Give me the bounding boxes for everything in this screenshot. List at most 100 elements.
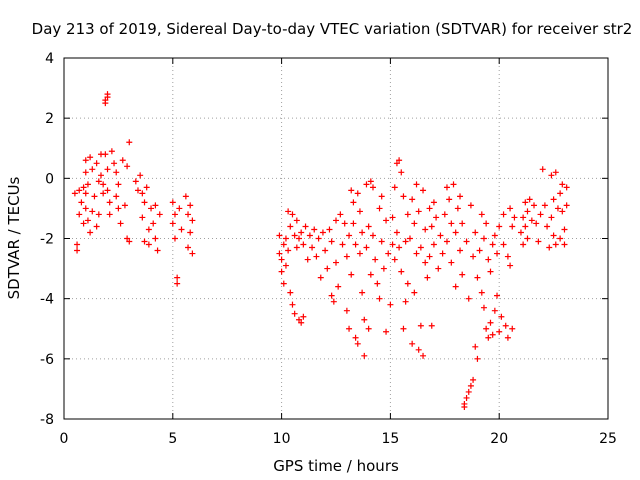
data-point <box>282 262 289 269</box>
data-point <box>548 172 555 179</box>
data-point <box>365 325 372 332</box>
data-point <box>276 232 283 239</box>
data-point <box>489 331 496 338</box>
x-tick-label: 20 <box>490 431 508 447</box>
data-point <box>509 223 516 230</box>
data-point <box>361 316 368 323</box>
data-point <box>554 205 561 212</box>
data-point <box>317 274 324 281</box>
data-point <box>422 259 429 266</box>
data-point <box>106 199 113 206</box>
data-point <box>117 220 124 227</box>
data-point <box>313 253 320 260</box>
data-point <box>154 247 161 254</box>
data-point <box>494 292 501 299</box>
data-point <box>289 301 296 308</box>
data-point <box>426 205 433 212</box>
data-point <box>511 214 518 221</box>
data-point <box>520 214 527 221</box>
data-point <box>404 280 411 287</box>
data-point <box>396 157 403 164</box>
x-axis-title: GPS time / hours <box>273 457 399 475</box>
data-point <box>500 211 507 218</box>
data-point <box>446 196 453 203</box>
data-point <box>115 181 122 188</box>
data-point <box>74 247 81 254</box>
data-point <box>124 163 131 170</box>
data-point <box>398 268 405 275</box>
data-point <box>378 238 385 245</box>
data-point <box>463 394 470 401</box>
data-point <box>296 235 303 242</box>
chart-title: Day 213 of 2019, Sidereal Day-to-day VTE… <box>32 20 633 38</box>
data-point <box>189 250 196 257</box>
data-point <box>293 244 300 251</box>
data-point <box>328 238 335 245</box>
data-point <box>428 322 435 329</box>
data-point <box>528 217 535 224</box>
data-point <box>383 328 390 335</box>
y-tick-label: 4 <box>45 51 54 67</box>
data-point <box>82 157 89 164</box>
data-point <box>524 235 531 242</box>
data-point <box>278 256 285 263</box>
data-point <box>437 232 444 239</box>
data-point <box>145 241 152 248</box>
data-point <box>559 208 566 215</box>
data-point <box>76 211 83 218</box>
data-point <box>389 214 396 221</box>
data-point <box>84 181 91 188</box>
data-point <box>489 241 496 248</box>
data-point <box>557 235 564 242</box>
data-point <box>285 247 292 254</box>
data-point <box>522 199 529 206</box>
x-tick-label: 5 <box>168 431 177 447</box>
data-point <box>302 223 309 230</box>
data-point <box>428 223 435 230</box>
data-point <box>182 193 189 200</box>
data-point <box>87 154 94 161</box>
data-point <box>391 184 398 191</box>
data-point <box>278 268 285 275</box>
data-point <box>485 256 492 263</box>
data-point <box>141 238 148 245</box>
y-tick-label: 2 <box>45 111 54 127</box>
data-point <box>491 232 498 239</box>
data-point <box>341 220 348 227</box>
data-point <box>376 205 383 212</box>
data-point <box>548 214 555 221</box>
data-point <box>496 328 503 335</box>
data-point <box>285 208 292 215</box>
data-point <box>145 226 152 233</box>
data-point <box>352 241 359 248</box>
data-point <box>280 241 287 248</box>
data-point <box>387 301 394 308</box>
data-point <box>84 217 91 224</box>
axis-ticks <box>63 57 609 420</box>
data-point <box>531 202 538 209</box>
data-point <box>363 181 370 188</box>
data-point <box>82 169 89 176</box>
data-point <box>546 244 553 251</box>
data-point <box>541 202 548 209</box>
data-point <box>115 205 122 212</box>
data-point <box>552 241 559 248</box>
data-point <box>474 355 481 362</box>
data-point <box>535 238 542 245</box>
data-point <box>500 241 507 248</box>
data-point <box>82 190 89 197</box>
data-point <box>121 202 128 209</box>
data-point <box>441 211 448 218</box>
data-point <box>185 211 192 218</box>
data-point <box>452 283 459 290</box>
data-point <box>359 289 366 296</box>
data-point <box>406 235 413 242</box>
x-tick-label: 25 <box>599 431 617 447</box>
data-point <box>507 262 514 269</box>
data-point <box>393 160 400 167</box>
data-point <box>533 220 540 227</box>
data-point <box>350 199 357 206</box>
data-point <box>467 382 474 389</box>
